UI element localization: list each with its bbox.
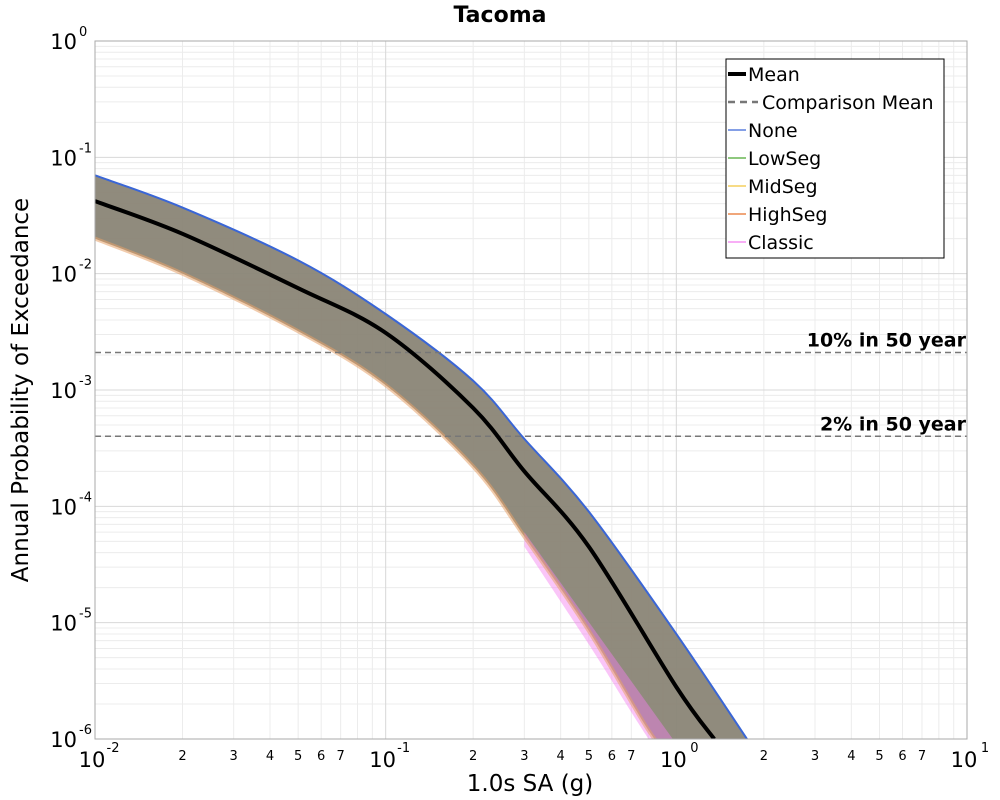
x-minor-tick-label: 6 [898,749,906,764]
y-major-tick-exponent: -3 [79,374,92,389]
reference-line-label: 2% in 50 year [820,413,967,435]
y-major-tick-exponent: -1 [79,141,92,156]
legend-label: Classic [748,232,814,254]
y-major-tick-label: 10 [50,612,77,636]
x-axis-tick-labels: 10 -2 10 -1 10 0 10 12 3 4 5 6 7 2 3 4 5 6 7 2 3 4 5 6 7 [79,741,990,772]
y-axis-label: Annual Probability of Exceedance [8,198,34,582]
chart-title: Tacoma [454,3,547,28]
plot-frame [94,40,968,740]
legend-label: None [748,120,798,142]
y-major-tick-exponent: 0 [79,25,87,40]
reference-line-label: 10% in 50 year [807,330,967,352]
legend-label: MidSeg [748,176,818,198]
y-major-tick-exponent: -2 [79,258,92,273]
legend-label: Mean [748,64,800,86]
legend-box [725,58,945,259]
x-minor-tick-label: 6 [317,749,325,764]
x-minor-tick-label: 3 [811,749,819,764]
legend: Mean Comparison Mean None LowSeg MidSeg HighS… [725,58,945,259]
x-minor-tick-label: 7 [918,749,926,764]
series-lines [95,199,716,739]
band-fill [95,175,747,739]
band-lower-edge [95,236,657,739]
x-minor-tick-label: 5 [585,749,593,764]
classic-tail-fill [524,532,673,739]
x-major-tick-label: 10 [951,748,978,772]
x-minor-tick-label: 2 [469,749,477,764]
y-major-tick-label: 10 [50,728,77,752]
y-major-tick-label: 10 [50,495,77,519]
x-minor-tick-label: 2 [760,749,768,764]
x-minor-tick-label: 5 [875,749,883,764]
y-major-tick-exponent: -6 [79,723,92,738]
mean-line [95,199,716,739]
x-major-tick-label: 10 [369,748,396,772]
curve-band [95,174,748,739]
x-minor-tick-label: 4 [557,749,565,764]
legend-label: HighSeg [748,204,827,226]
y-major-tick-label: 10 [50,30,77,54]
y-major-tick-label: 10 [50,379,77,403]
x-major-tick-exponent: -1 [397,741,410,756]
x-major-tick-exponent: 1 [981,741,989,756]
legend-label: Comparison Mean [762,92,934,114]
legend-label: LowSeg [748,148,821,170]
y-major-tick-exponent: -4 [79,490,92,505]
x-minor-tick-label: 3 [520,749,528,764]
x-axis-label: 1.0s SA (g) [467,771,594,797]
x-minor-tick-label: 5 [294,749,302,764]
x-major-tick-label: 10 [79,748,106,772]
x-minor-tick-label: 2 [178,749,186,764]
x-major-tick-label: 10 [660,748,687,772]
x-minor-tick-label: 6 [608,749,616,764]
band-upper-edge [95,174,748,739]
x-minor-tick-label: 7 [337,749,345,764]
x-minor-tick-label: 4 [847,749,855,764]
y-major-tick-exponent: -5 [79,607,92,622]
x-minor-tick-label: 7 [627,749,635,764]
x-major-tick-exponent: -2 [107,741,120,756]
x-minor-tick-label: 4 [266,749,274,764]
x-major-tick-exponent: 0 [690,741,698,756]
y-major-tick-label: 10 [50,146,77,170]
y-major-tick-label: 10 [50,263,77,287]
x-minor-tick-label: 3 [230,749,238,764]
reference-lines: 10% in 50 year 2% in 50 year [95,330,967,438]
